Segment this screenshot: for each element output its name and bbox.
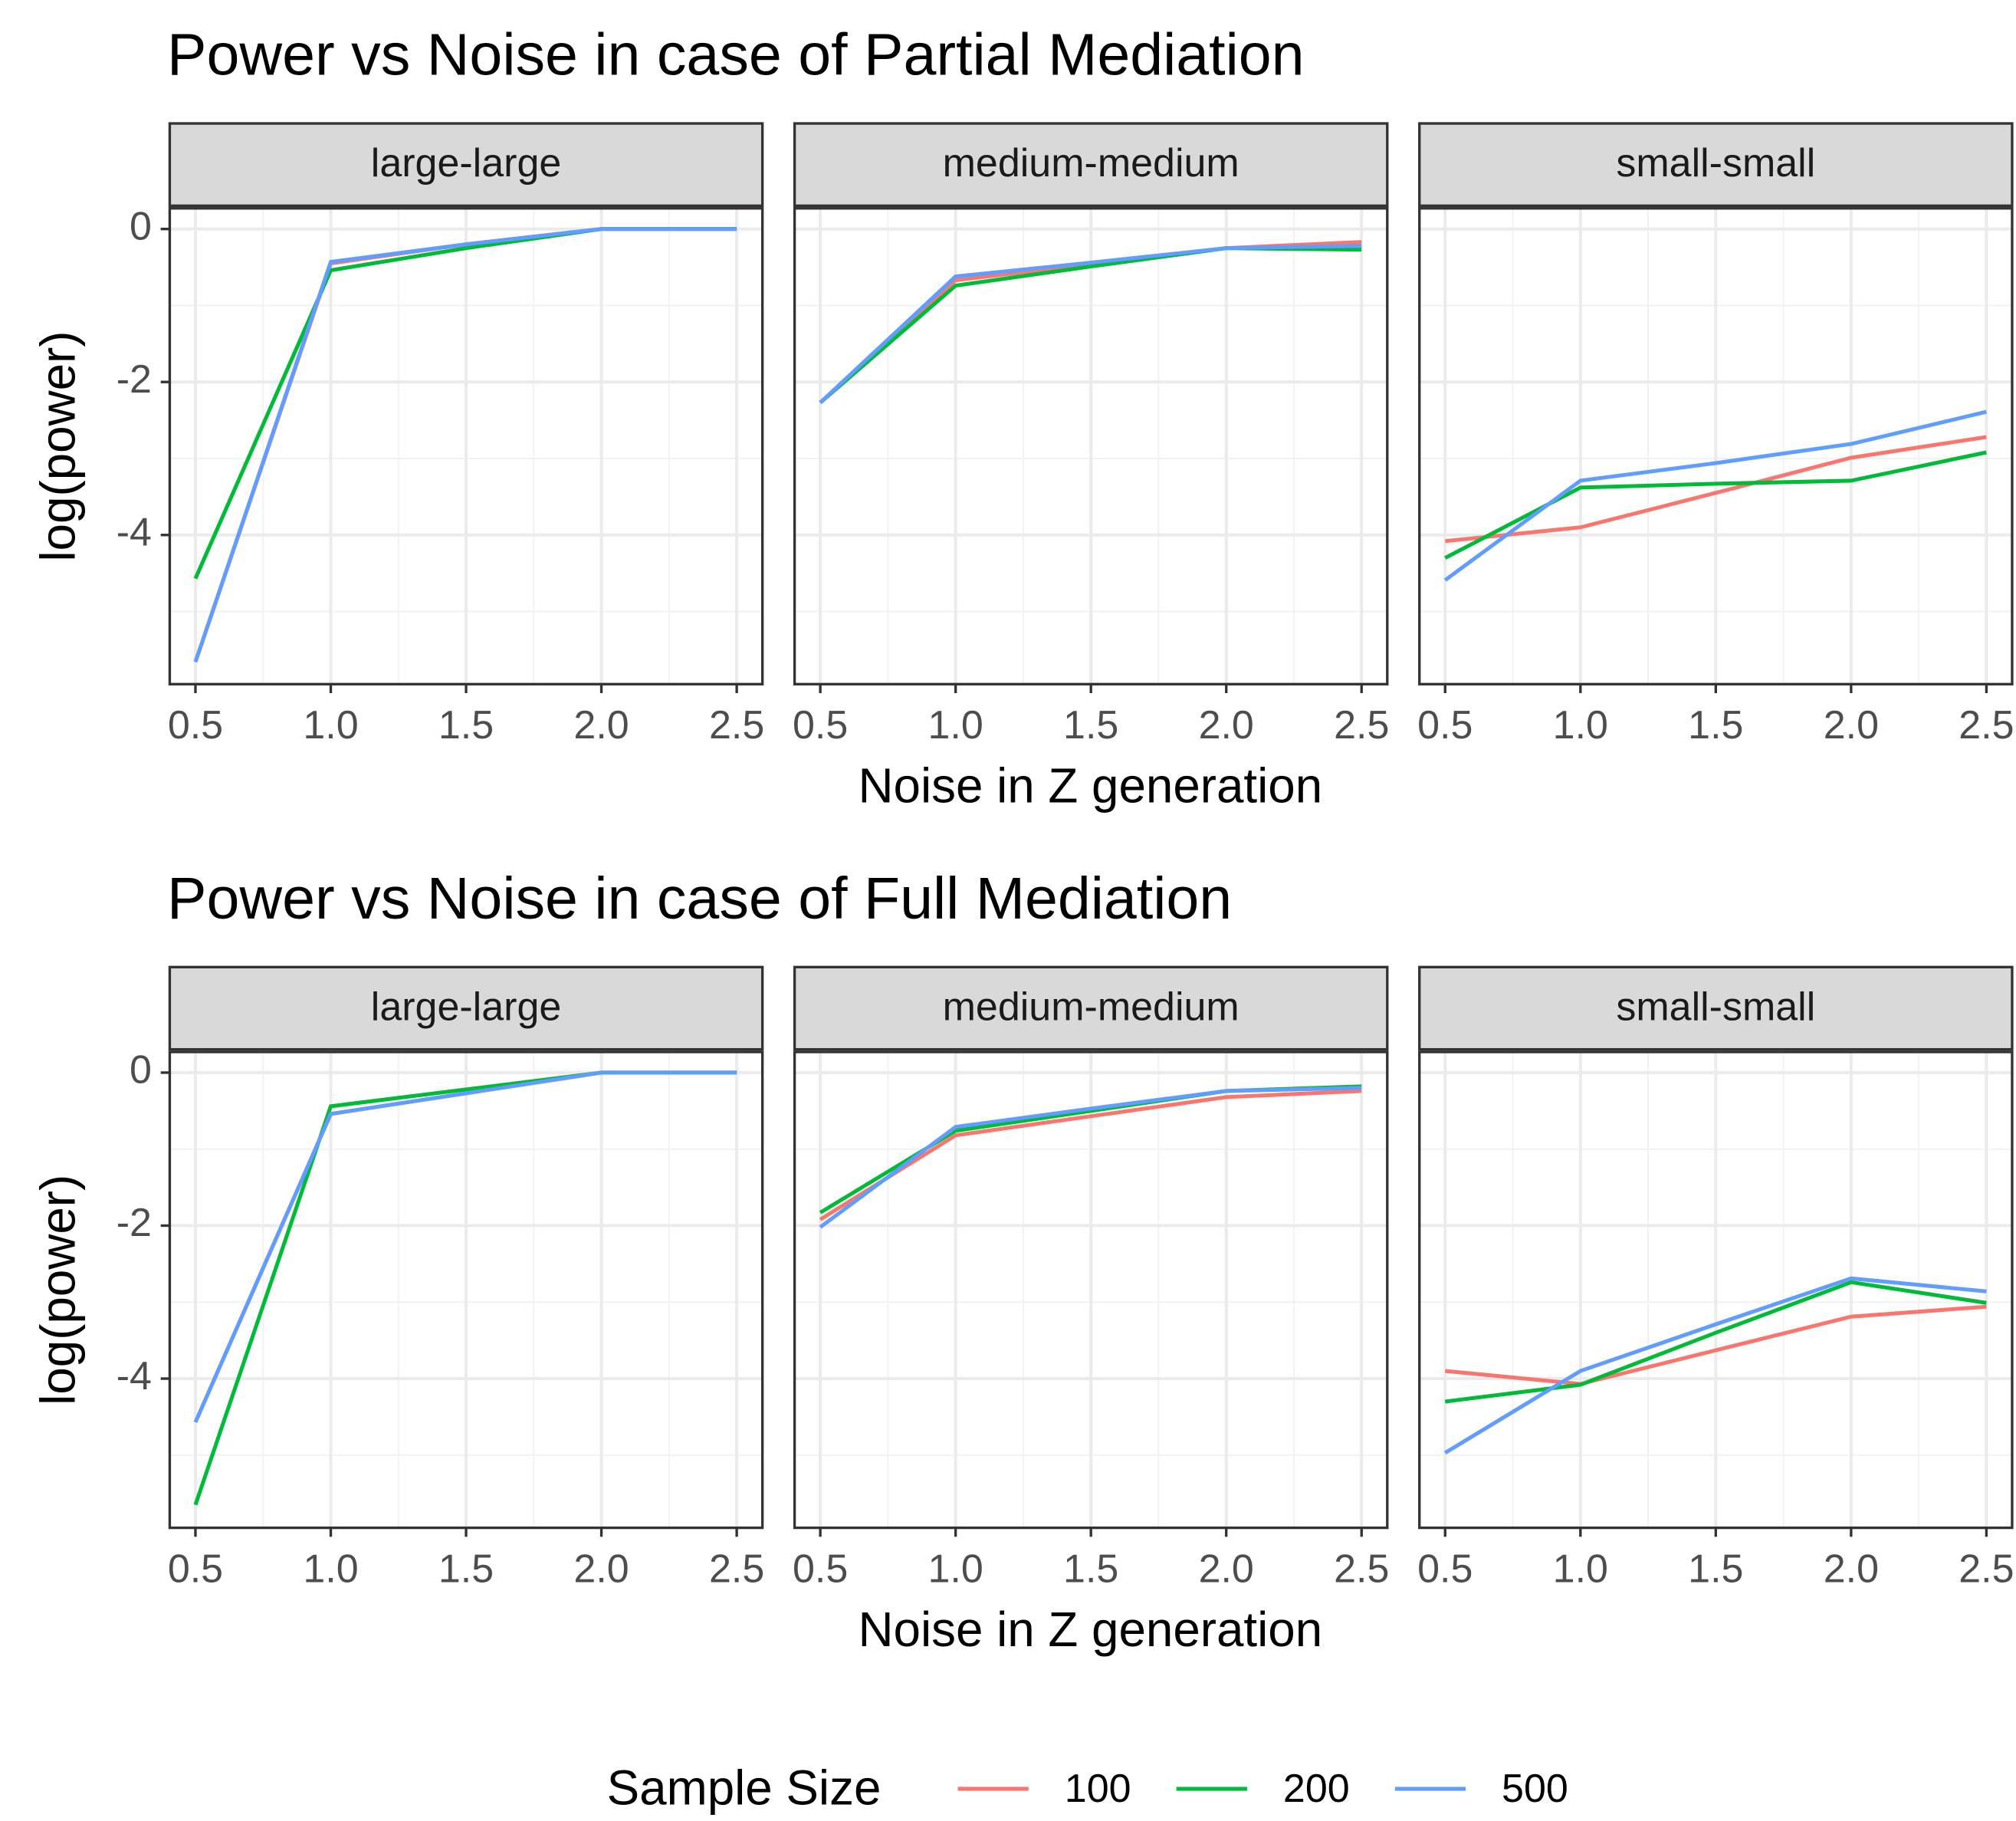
strip xyxy=(168,965,764,1051)
series-line xyxy=(193,1070,737,1423)
x-tick-label: 1.5 xyxy=(1063,1547,1118,1591)
x-tick-label: 2.0 xyxy=(573,1547,629,1591)
series-line xyxy=(1444,450,1987,560)
x-tick-label: 0.5 xyxy=(1417,1547,1473,1591)
strip-label: medium-medium xyxy=(943,984,1239,1029)
x-tick-label: 1.0 xyxy=(928,703,983,748)
x-tick-label: 1.5 xyxy=(1688,703,1743,748)
legend-label: 500 xyxy=(1502,1767,1568,1811)
x-tick-label: 1.0 xyxy=(928,1547,983,1591)
x-tick-label: 1.0 xyxy=(303,703,358,748)
x-tick-label: 0.5 xyxy=(168,1547,223,1591)
x-tick-label: 2.0 xyxy=(1199,1547,1254,1591)
x-tick-label: 0.5 xyxy=(793,1547,848,1591)
x-tick-label: 2.5 xyxy=(1959,703,2014,748)
y-tick-label: -2 xyxy=(117,357,152,402)
series-line xyxy=(1445,435,1987,544)
strip xyxy=(1418,122,2014,208)
y-tick-label: -4 xyxy=(117,1354,152,1399)
x-tick-label: 1.0 xyxy=(1553,703,1608,748)
series-line xyxy=(1445,1304,1987,1386)
series-line xyxy=(193,227,737,663)
series-line xyxy=(819,244,1362,404)
chart-title: Power vs Noise in case of Partial Mediat… xyxy=(167,22,1305,88)
strip-label: large-large xyxy=(371,141,562,186)
strip-label: large-large xyxy=(371,984,562,1029)
x-tick-label: 1.0 xyxy=(1553,1547,1608,1591)
strip xyxy=(793,965,1389,1051)
legend-title: Sample Size xyxy=(607,1760,882,1815)
x-axis-label: Noise in Z generation xyxy=(859,758,1323,814)
x-tick-label: 2.0 xyxy=(1824,703,1879,748)
x-tick-label: 2.0 xyxy=(573,703,629,748)
x-tick-label: 2.5 xyxy=(1334,703,1389,748)
x-tick-label: 0.5 xyxy=(168,703,223,748)
x-tick-label: 0.5 xyxy=(1417,703,1473,748)
y-tick-label: 0 xyxy=(130,1048,152,1093)
strip xyxy=(168,122,764,208)
x-tick-label: 2.5 xyxy=(1334,1547,1389,1591)
series-line xyxy=(1443,409,1987,582)
series-line xyxy=(819,1086,1362,1229)
y-axis-label: log(power) xyxy=(30,1175,85,1405)
series-line xyxy=(819,1089,1362,1221)
x-tick-label: 2.0 xyxy=(1199,703,1254,748)
y-tick-label: 0 xyxy=(130,204,152,248)
y-tick-label: -2 xyxy=(117,1201,152,1245)
x-axis-label: Noise in Z generation xyxy=(859,1602,1323,1657)
legend-label: 200 xyxy=(1283,1767,1350,1811)
x-tick-label: 2.5 xyxy=(709,703,764,748)
x-tick-label: 1.0 xyxy=(303,1547,358,1591)
strip xyxy=(1418,965,2014,1051)
chart-title: Power vs Noise in case of Full Mediation xyxy=(167,866,1232,932)
strip-label: small-small xyxy=(1616,984,1815,1029)
x-tick-label: 2.5 xyxy=(709,1547,764,1591)
x-tick-label: 1.5 xyxy=(1688,1547,1743,1591)
y-tick-label: -4 xyxy=(117,510,152,554)
legend-label: 100 xyxy=(1065,1767,1131,1811)
x-tick-label: 2.5 xyxy=(1959,1547,2014,1591)
x-tick-label: 1.5 xyxy=(1063,703,1118,748)
y-axis-label: log(power) xyxy=(30,331,85,562)
x-tick-label: 1.5 xyxy=(438,703,494,748)
x-tick-label: 0.5 xyxy=(793,703,848,748)
strip-label: medium-medium xyxy=(943,141,1239,186)
series-line xyxy=(1444,1280,1987,1404)
x-tick-label: 2.0 xyxy=(1824,1547,1879,1591)
series-line xyxy=(1443,1276,1987,1454)
x-tick-label: 1.5 xyxy=(438,1547,494,1591)
strip xyxy=(793,122,1389,208)
strip-label: small-small xyxy=(1616,141,1815,186)
